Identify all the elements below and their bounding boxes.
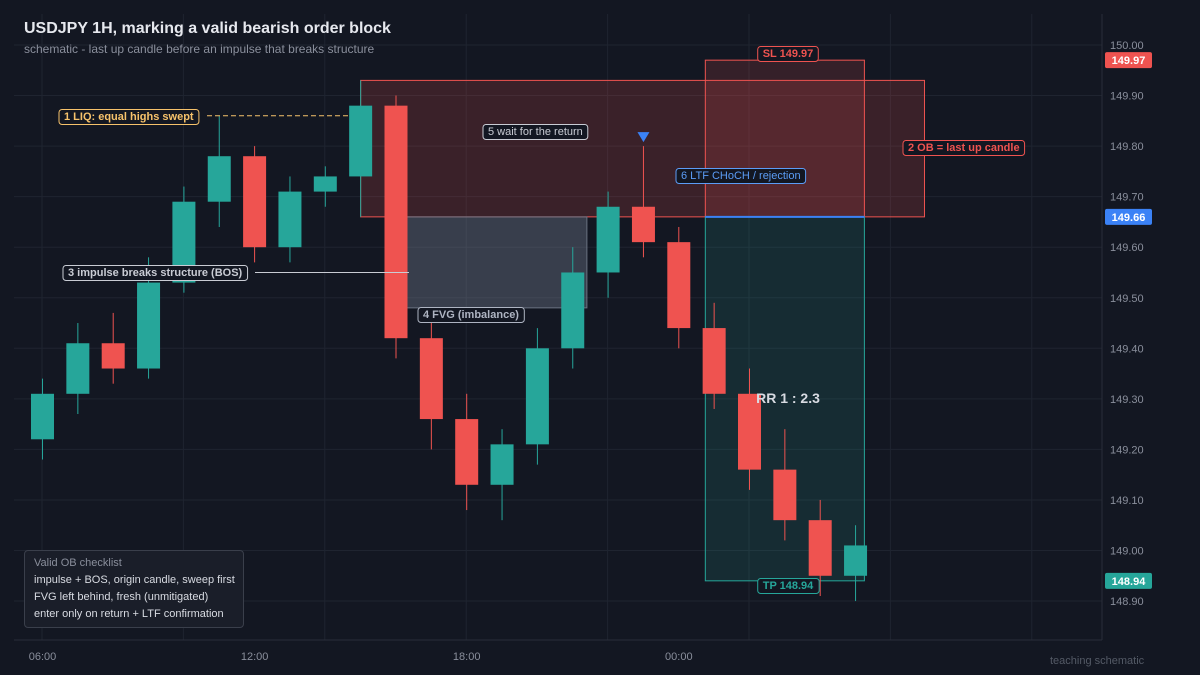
annotation-text: 4 FVG (imbalance) bbox=[423, 309, 519, 321]
candle-body bbox=[384, 105, 408, 339]
annotation-bos: 3 impulse breaks structure (BOS) bbox=[62, 265, 249, 281]
guide-lines bbox=[207, 115, 865, 273]
annotation-text: SL 149.97 bbox=[763, 48, 814, 60]
candle-body bbox=[702, 328, 726, 394]
x-tick-label: 06:00 bbox=[29, 651, 57, 663]
y-tick-label: 149.60 bbox=[1110, 242, 1144, 254]
x-tick-label: 18:00 bbox=[453, 651, 481, 663]
price-tag bbox=[1105, 572, 1152, 589]
zones bbox=[360, 59, 925, 582]
y-tick-label: 149.10 bbox=[1110, 495, 1144, 507]
annotation-text: 1 LIQ: equal highs swept bbox=[64, 111, 194, 123]
annotation-text: 3 impulse breaks structure (BOS) bbox=[68, 267, 243, 279]
candle-body bbox=[455, 419, 479, 485]
candle-body bbox=[561, 272, 585, 349]
annotation-box bbox=[62, 265, 249, 281]
price-tag-label: 148.94 bbox=[1112, 576, 1147, 588]
checklist-item: impulse + BOS, origin candle, sweep firs… bbox=[34, 574, 235, 586]
annotation-wait: 5 wait for the return bbox=[482, 124, 589, 140]
annotation-text: TP 148.94 bbox=[763, 580, 814, 592]
price-tag bbox=[1105, 52, 1152, 69]
checklist-heading: Valid OB checklist bbox=[34, 557, 122, 569]
candle-body bbox=[631, 206, 655, 243]
candle-body bbox=[419, 338, 443, 420]
annotation-box bbox=[757, 46, 819, 62]
order-block-zone bbox=[360, 79, 925, 218]
chart-subtitle: schematic - last up candle before an imp… bbox=[24, 42, 375, 56]
y-tick-label: 150.00 bbox=[1110, 40, 1144, 52]
candle-body bbox=[243, 156, 267, 248]
annotation-tp: TP 148.94 bbox=[757, 578, 820, 594]
annotation-box bbox=[58, 109, 200, 125]
y-tick-label: 149.70 bbox=[1110, 192, 1144, 204]
checklist-item: FVG left behind, fresh (unmitigated) bbox=[34, 591, 209, 603]
rejection-marker bbox=[637, 132, 650, 143]
candle-body bbox=[844, 545, 868, 576]
candle-body bbox=[172, 201, 196, 283]
rr-label: RR 1 : 2.3 bbox=[756, 390, 820, 406]
price-tag-label: 149.66 bbox=[1112, 212, 1146, 224]
checklist-panel: Valid OB checklist impulse + BOS, origin… bbox=[24, 550, 244, 628]
candle-body bbox=[66, 343, 90, 394]
price-tag-label: 149.97 bbox=[1112, 55, 1146, 67]
checklist-item: enter only on return + LTF confirmation bbox=[34, 608, 224, 620]
annotation-liq: 1 LIQ: equal highs swept bbox=[58, 109, 200, 125]
x-tick-label: 12:00 bbox=[241, 651, 269, 663]
candle-body bbox=[525, 348, 549, 445]
annotation-fvg: 4 FVG (imbalance) bbox=[417, 307, 525, 323]
annotation-box bbox=[675, 168, 807, 184]
candle-body bbox=[773, 469, 797, 521]
y-tick-label: 149.30 bbox=[1110, 394, 1144, 406]
annotation-sl: SL 149.97 bbox=[757, 46, 819, 62]
y-tick-label: 149.50 bbox=[1110, 293, 1144, 305]
annotation-box bbox=[417, 307, 525, 323]
candle-body bbox=[137, 282, 161, 369]
y-tick-label: 149.00 bbox=[1110, 546, 1144, 558]
candle-body bbox=[207, 156, 231, 202]
price-tag bbox=[1105, 208, 1152, 225]
annotation-text: 2 OB = last up candle bbox=[908, 142, 1020, 154]
candle-body bbox=[808, 520, 832, 576]
annotation-box bbox=[902, 140, 1026, 156]
annotation-text: 5 wait for the return bbox=[488, 126, 583, 138]
annotation-box bbox=[482, 124, 589, 140]
candle-body bbox=[349, 105, 373, 177]
candle-body bbox=[278, 191, 302, 248]
annotation-box bbox=[757, 578, 820, 594]
chart-title: USDJPY 1H, marking a valid bearish order… bbox=[24, 20, 391, 37]
annotations: 1 LIQ: equal highs swept 2 OB = last up c… bbox=[58, 46, 1026, 594]
candle-body bbox=[313, 176, 337, 192]
candle-body bbox=[596, 206, 620, 273]
y-tick-label: 149.80 bbox=[1110, 141, 1144, 153]
x-tick-label: 00:00 bbox=[665, 651, 693, 663]
annotation-ob: 2 OB = last up candle bbox=[902, 140, 1026, 156]
fvg-zone bbox=[393, 216, 588, 309]
candle-body bbox=[101, 343, 125, 369]
axes: 150.00 149.90 149.80 149.70 149.60 149.50 149.… bbox=[14, 14, 1152, 663]
y-tick-label: 148.90 bbox=[1110, 596, 1144, 608]
candle-body bbox=[738, 393, 761, 470]
candle-body bbox=[490, 444, 514, 485]
annotation-text: 6 LTF CHoCH / rejection bbox=[681, 170, 801, 182]
watermark: teaching schematic bbox=[1050, 655, 1145, 667]
candles bbox=[31, 80, 868, 602]
annotation-choch: 6 LTF CHoCH / rejection bbox=[675, 168, 807, 184]
stop-loss-zone bbox=[704, 59, 865, 218]
y-tick-label: 149.90 bbox=[1110, 91, 1144, 103]
y-tick-label: 149.20 bbox=[1110, 444, 1144, 456]
y-tick-label: 149.40 bbox=[1110, 343, 1144, 355]
candle-body bbox=[31, 393, 54, 440]
candle-body bbox=[667, 242, 691, 329]
